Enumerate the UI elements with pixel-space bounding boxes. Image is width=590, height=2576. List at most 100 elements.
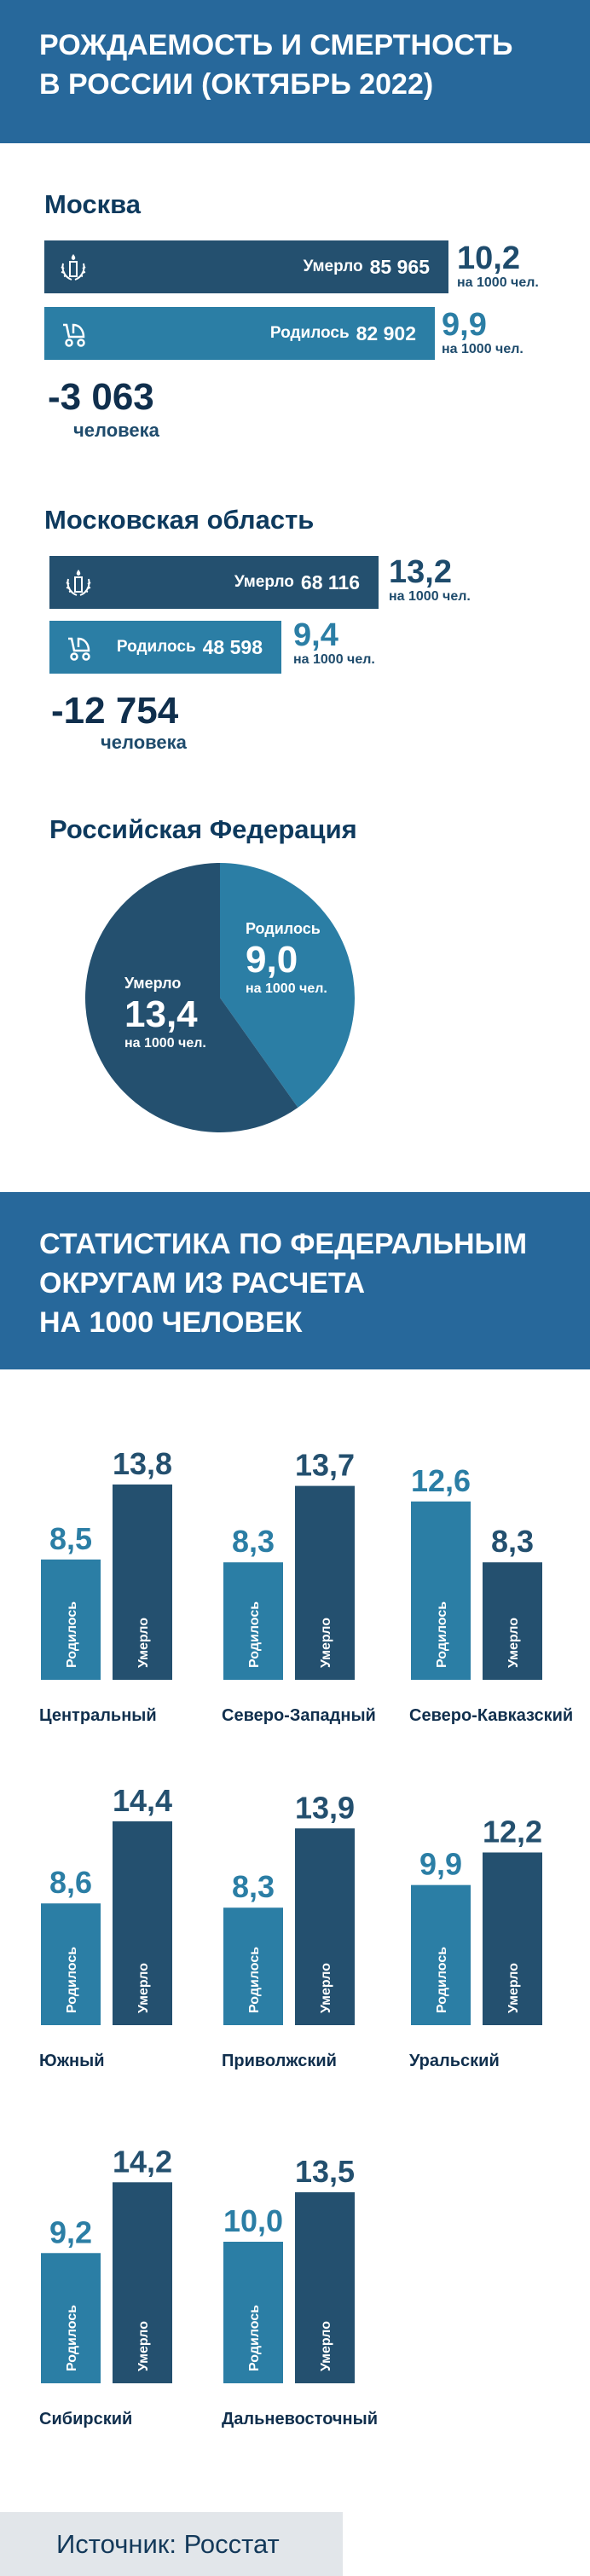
bar-series-label: Умерло bbox=[136, 1618, 151, 1668]
bar-series-label: Умерло bbox=[506, 1618, 521, 1668]
bar-series-label: Умерло bbox=[136, 2321, 151, 2371]
pie-died-label: Умерло bbox=[124, 975, 182, 992]
bar-series-label: Умерло bbox=[136, 1963, 151, 2013]
bar-series-label: Умерло bbox=[319, 1618, 333, 1668]
moscow-region-died-rate: 13,2 на 1000 чел. bbox=[389, 556, 471, 604]
moscow-born-bar: Родилось 82 902 bbox=[44, 307, 435, 360]
bar-series-label: Родилось bbox=[435, 1947, 449, 2013]
bar-value-label: 9,9 bbox=[419, 1847, 462, 1882]
moscow-region-died-rate-unit: на 1000 чел. bbox=[389, 589, 471, 604]
moscow-born-value: 82 902 bbox=[356, 321, 416, 344]
bar-died bbox=[295, 2191, 355, 2383]
moscow-diff: -3 063 bbox=[48, 376, 154, 418]
baby-stroller-icon bbox=[68, 637, 90, 661]
bar-value-label: 12,2 bbox=[483, 1814, 542, 1849]
source-box: Источник: Росстат bbox=[0, 2512, 343, 2576]
pie-born-rate: 9,0 bbox=[246, 939, 298, 981]
pie-label-died: Умерло 13,4 на 1000 чел. bbox=[124, 975, 206, 1051]
baby-stroller-icon bbox=[63, 323, 85, 347]
russia-pie-chart bbox=[84, 863, 355, 1132]
moscow-born-rate-value: 9,9 bbox=[442, 307, 487, 343]
moscow-region-died-value: 68 116 bbox=[300, 570, 360, 593]
bar-series-label: Умерло bbox=[319, 2321, 333, 2371]
moscow-region-born-bar: Родилось 48 598 bbox=[49, 621, 281, 674]
moscow-region-died-bar: Умерло 68 116 bbox=[49, 556, 379, 609]
moscow-region-born-rate-unit: на 1000 чел. bbox=[293, 652, 375, 667]
district-name: Северо-Западный bbox=[222, 1706, 376, 1725]
district-name: Приволжский bbox=[222, 2052, 337, 2070]
section2-title-line1: СТАТИСТИКА ПО ФЕДЕРАЛЬНЫМ bbox=[39, 1228, 528, 1260]
bar-born bbox=[41, 1559, 101, 1680]
bar-value-label: 8,3 bbox=[232, 1524, 275, 1559]
header-banner: РОЖДАЕМОСТЬ И СМЕРТНОСТЬ В РОССИИ (ОКТЯБ… bbox=[0, 0, 590, 143]
moscow-diff-unit: человека bbox=[73, 420, 159, 441]
district-name: Северо-Кавказский bbox=[409, 1706, 573, 1725]
bar-died bbox=[295, 1485, 355, 1680]
moscow-region-diff: -12 754 bbox=[51, 690, 179, 732]
bar-born bbox=[41, 2253, 101, 2383]
district-name: Дальневосточный bbox=[222, 2410, 378, 2428]
moscow-died-bar: Умерло 85 965 bbox=[44, 240, 448, 293]
bar-series-label: Умерло bbox=[319, 1963, 333, 2013]
section2-title-line2: ОКРУГАМ ИЗ РАСЧЕТА bbox=[39, 1267, 366, 1300]
page-title-line2: В РОССИИ (ОКТЯБРЬ 2022) bbox=[39, 68, 434, 101]
page-title-line1: РОЖДАЕМОСТЬ И СМЕРТНОСТЬ bbox=[39, 29, 513, 61]
bar-value-label: 8,3 bbox=[232, 1869, 275, 1904]
bar-value-label: 13,9 bbox=[295, 1790, 355, 1825]
pie-label-born: Родилось 9,0 на 1000 чел. bbox=[246, 921, 327, 996]
bar-series-label: Родилось bbox=[65, 1947, 79, 2013]
moscow-died-label: Умерло bbox=[303, 258, 363, 275]
federal-districts-chart: 8,5 Родилось 13,8 Умерло Центральный 8,3 Родил… bbox=[39, 1446, 573, 2428]
district-name: Сибирский bbox=[39, 2410, 132, 2428]
pie-slice-died bbox=[84, 863, 298, 1132]
moscow-died-value: 85 965 bbox=[369, 255, 430, 278]
bar-value-label: 10,0 bbox=[223, 2203, 283, 2238]
moscow-region-born-value: 48 598 bbox=[202, 635, 263, 658]
moscow-died-rate: 10,2 на 1000 чел. bbox=[457, 242, 539, 290]
moscow-region-born-rate: 9,4 на 1000 чел. bbox=[293, 619, 375, 667]
district-name: Уральский bbox=[409, 2052, 500, 2070]
candle-wreath-icon bbox=[66, 570, 91, 596]
bar-value-label: 8,5 bbox=[49, 1521, 92, 1556]
moscow-region-died-label: Умерло bbox=[234, 573, 294, 591]
bar-died bbox=[483, 1562, 542, 1680]
bar-born bbox=[411, 1884, 471, 2025]
pie-died-unit: на 1000 чел. bbox=[124, 1036, 206, 1051]
pie-died-rate: 13,4 bbox=[124, 993, 198, 1035]
moscow-region-died-rate-value: 13,2 bbox=[389, 554, 452, 590]
bar-value-label: 12,6 bbox=[411, 1463, 471, 1498]
pie-slice-born bbox=[220, 863, 355, 1108]
bar-value-label: 8,6 bbox=[49, 1865, 92, 1900]
bar-born bbox=[223, 1907, 283, 2025]
moscow-died-rate-value: 10,2 bbox=[457, 240, 520, 276]
bar-series-label: Родилось bbox=[247, 2305, 262, 2371]
moscow-born-rate-unit: на 1000 чел. bbox=[442, 342, 523, 356]
candle-wreath-icon bbox=[61, 254, 86, 281]
bar-died bbox=[113, 2182, 172, 2383]
bar-series-label: Родилось bbox=[65, 2305, 79, 2371]
bar-value-label: 14,4 bbox=[113, 1783, 172, 1818]
bar-value-label: 14,2 bbox=[113, 2144, 172, 2179]
moscow-region-diff-unit: человека bbox=[101, 732, 187, 753]
bar-value-label: 13,7 bbox=[295, 1448, 355, 1483]
bar-born bbox=[223, 1562, 283, 1680]
moscow-born-rate: 9,9 на 1000 чел. bbox=[442, 309, 523, 356]
bar-value-label: 13,5 bbox=[295, 2154, 355, 2189]
bar-born bbox=[41, 1903, 101, 2025]
pie-born-label: Родилось bbox=[246, 920, 321, 937]
bar-died bbox=[113, 1821, 172, 2025]
section2-banner: СТАТИСТИКА ПО ФЕДЕРАЛЬНЫМ ОКРУГАМ ИЗ РАС… bbox=[0, 1192, 590, 1369]
district-name: Южный bbox=[39, 2052, 105, 2070]
moscow-title: Москва bbox=[44, 189, 141, 219]
pie-born-unit: на 1000 чел. bbox=[246, 981, 327, 996]
bar-died bbox=[113, 1484, 172, 1680]
bar-value-label: 9,2 bbox=[49, 2214, 92, 2249]
moscow-region-born-label: Родилось bbox=[116, 638, 196, 656]
bar-series-label: Умерло bbox=[506, 1963, 521, 2013]
russia-title: Российская Федерация bbox=[49, 814, 357, 844]
moscow-region-born-rate-value: 9,4 bbox=[293, 617, 338, 653]
bar-series-label: Родилось bbox=[435, 1601, 449, 1668]
bar-value-label: 13,8 bbox=[113, 1446, 172, 1481]
moscow-born-label: Родилось bbox=[269, 324, 350, 342]
bar-died bbox=[295, 1828, 355, 2025]
